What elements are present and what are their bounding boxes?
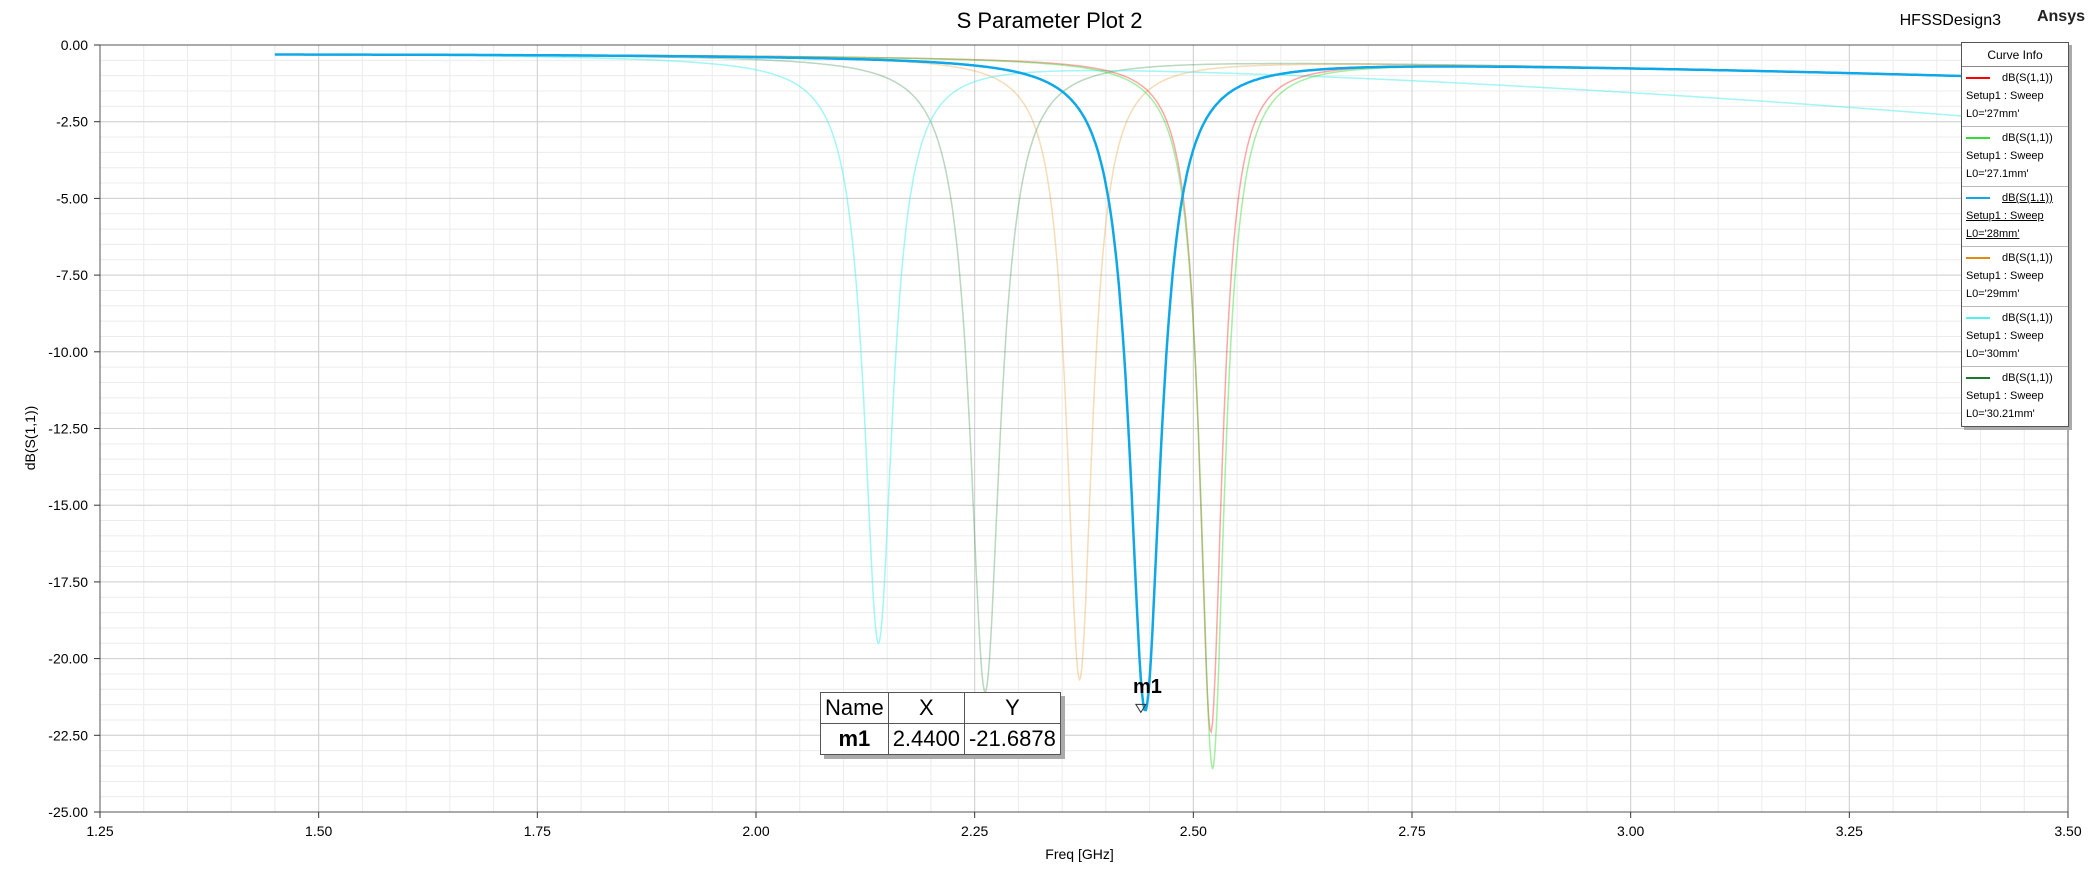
y-axis-label: dB(S(1,1)) — [22, 405, 38, 471]
legend-setup: Setup1 : Sweep — [1966, 90, 2044, 102]
legend-trace-name: dB(S(1,1)) — [2002, 372, 2053, 384]
legend-title: Curve Info — [1962, 43, 2068, 67]
x-tick-label: 2.50 — [1180, 823, 1207, 839]
legend-swatch — [1966, 197, 1990, 199]
legend-setup: Setup1 : Sweep — [1966, 330, 2044, 342]
legend-trace-name: dB(S(1,1)) — [2002, 252, 2053, 264]
x-axis-label: Freq [GHz] — [1045, 846, 1114, 862]
legend-param: L0='28mm' — [1966, 228, 2020, 240]
y-tick-label: -7.50 — [56, 267, 88, 283]
marker-table[interactable]: Name X Y m1 2.4400 -21.6878 — [820, 692, 1061, 755]
y-tick-label: -25.00 — [48, 804, 88, 820]
legend-swatch — [1966, 317, 1990, 319]
marker-table-cell-name: m1 — [820, 723, 889, 755]
legend-item[interactable]: dB(S(1,1)) Setup1 : Sweep L0='30.21mm' — [1962, 367, 2068, 426]
marker-label-m1[interactable]: m1 — [1133, 676, 1162, 698]
marker-table-header-x: X — [887, 692, 965, 724]
legend-swatch — [1966, 377, 1990, 379]
legend-param: L0='30mm' — [1966, 348, 2020, 360]
legend-param: L0='30.21mm' — [1966, 408, 2035, 420]
marker-table-cell-y: -21.6878 — [963, 723, 1061, 755]
legend-item[interactable]: dB(S(1,1)) Setup1 : Sweep L0='29mm' — [1962, 247, 2068, 307]
legend-setup: Setup1 : Sweep — [1966, 390, 2044, 402]
x-tick-label: 3.25 — [1836, 823, 1863, 839]
y-tick-label: -22.50 — [48, 727, 88, 743]
legend-param: L0='29mm' — [1966, 288, 2020, 300]
legend-item[interactable]: dB(S(1,1)) Setup1 : Sweep L0='27.1mm' — [1962, 127, 2068, 187]
legend-swatch — [1966, 137, 1990, 139]
legend-setup: Setup1 : Sweep — [1966, 270, 2044, 282]
legend-item[interactable]: dB(S(1,1)) Setup1 : Sweep L0='30mm' — [1962, 307, 2068, 367]
chart-title: S Parameter Plot 2 — [956, 8, 1143, 33]
design-name: HFSSDesign3 — [1899, 12, 2001, 29]
marker-table-row: m1 2.4400 -21.6878 — [820, 723, 1061, 755]
legend-setup: Setup1 : Sweep — [1966, 150, 2044, 162]
y-tick-label: -5.00 — [56, 190, 88, 206]
legend-param: L0='27.1mm' — [1966, 168, 2029, 180]
y-tick-label: -12.50 — [48, 421, 88, 437]
x-tick-label: 2.00 — [742, 823, 769, 839]
marker-table-header-row: Name X Y — [820, 692, 1061, 724]
x-tick-label: 2.75 — [1398, 823, 1425, 839]
legend-setup: Setup1 : Sweep — [1966, 210, 2044, 222]
y-tick-label: -20.00 — [48, 651, 88, 667]
brand-logo: Ansys — [2036, 8, 2085, 25]
legend-swatch — [1966, 77, 1990, 79]
y-tick-label: -17.50 — [48, 574, 88, 590]
series-line — [274, 53, 2069, 645]
x-tick-label: 2.25 — [961, 823, 988, 839]
legend-item[interactable]: dB(S(1,1)) Setup1 : Sweep L0='27mm' — [1962, 67, 2068, 127]
x-tick-label: 1.75 — [524, 823, 551, 839]
marker-table-header-name: Name — [820, 692, 889, 724]
x-tick-label: 1.50 — [305, 823, 332, 839]
curve-info-legend[interactable]: Curve Info dB(S(1,1)) Setup1 : Sweep L0='2… — [1961, 42, 2069, 427]
legend-param: L0='27mm' — [1966, 108, 2020, 120]
legend-swatch — [1966, 257, 1990, 259]
y-tick-label: -10.00 — [48, 344, 88, 360]
x-tick-label: 3.50 — [2054, 823, 2081, 839]
x-tick-label: 1.25 — [86, 823, 113, 839]
legend-item[interactable]: dB(S(1,1)) Setup1 : Sweep L0='28mm' — [1962, 187, 2068, 247]
legend-trace-name: dB(S(1,1)) — [2002, 132, 2053, 144]
x-tick-label: 3.00 — [1617, 823, 1644, 839]
marker-table-cell-x: 2.4400 — [887, 723, 965, 755]
legend-trace-name: dB(S(1,1)) — [2002, 192, 2053, 204]
marker-table-header-y: Y — [963, 692, 1061, 724]
y-tick-label: -15.00 — [48, 497, 88, 513]
series-line — [274, 53, 2068, 712]
marker-triangle — [1134, 703, 1147, 714]
legend-trace-name: dB(S(1,1)) — [2002, 72, 2053, 84]
legend-trace-name: dB(S(1,1)) — [2002, 312, 2053, 324]
y-tick-label: 0.00 — [61, 37, 88, 53]
y-tick-label: -2.50 — [56, 114, 88, 130]
